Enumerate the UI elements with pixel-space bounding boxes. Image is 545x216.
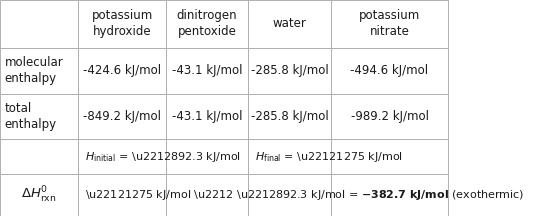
Bar	[331, 94, 448, 139]
Text: total
enthalpy: total enthalpy	[4, 102, 57, 131]
Text: potassium
nitrate: potassium nitrate	[359, 9, 420, 38]
Bar	[78, 139, 166, 174]
Bar	[0, 174, 78, 216]
Bar	[331, 0, 448, 48]
Text: potassium
hydroxide: potassium hydroxide	[92, 9, 153, 38]
Bar	[249, 94, 331, 139]
Bar	[166, 139, 249, 174]
Text: -849.2 kJ/mol: -849.2 kJ/mol	[83, 110, 161, 123]
Bar	[78, 48, 166, 94]
Bar	[78, 0, 166, 48]
Bar	[249, 139, 331, 174]
Text: -424.6 kJ/mol: -424.6 kJ/mol	[83, 64, 161, 77]
Text: dinitrogen
pentoxide: dinitrogen pentoxide	[177, 9, 238, 38]
Bar	[166, 174, 249, 216]
Text: $\it{H}_{\mathregular{final}}$ = \u22121275 kJ/mol: $\it{H}_{\mathregular{final}}$ = \u22121…	[255, 150, 403, 164]
Text: \u22121275 kJ/mol \u2212 \u2212892.3 kJ/mol = $\mathbf{-382.7\ kJ/mol}$ (exother: \u22121275 kJ/mol \u2212 \u2212892.3 kJ/…	[85, 188, 524, 202]
Bar	[78, 174, 166, 216]
Text: -43.1 kJ/mol: -43.1 kJ/mol	[172, 64, 243, 77]
Text: $\it{H}_{\mathregular{initial}}$ = \u2212892.3 kJ/mol: $\it{H}_{\mathregular{initial}}$ = \u221…	[85, 150, 241, 164]
Bar	[0, 94, 78, 139]
Bar	[249, 48, 331, 94]
Bar	[166, 94, 249, 139]
Bar	[249, 174, 331, 216]
Bar	[0, 0, 78, 48]
Text: -285.8 kJ/mol: -285.8 kJ/mol	[251, 64, 329, 77]
Bar	[331, 139, 448, 174]
Bar	[166, 48, 249, 94]
Text: molecular
enthalpy: molecular enthalpy	[4, 56, 63, 85]
Bar	[331, 174, 448, 216]
Bar	[78, 94, 166, 139]
Bar	[249, 0, 331, 48]
Text: water: water	[273, 17, 307, 30]
Bar	[0, 139, 78, 174]
Text: $\Delta \mathit{H}^{\mathregular{0}}_{\mathregular{rxn}}$: $\Delta \mathit{H}^{\mathregular{0}}_{\m…	[21, 185, 57, 205]
Text: -285.8 kJ/mol: -285.8 kJ/mol	[251, 110, 329, 123]
Bar	[166, 0, 249, 48]
Text: -43.1 kJ/mol: -43.1 kJ/mol	[172, 110, 243, 123]
Bar	[0, 48, 78, 94]
Bar	[331, 48, 448, 94]
Text: -989.2 kJ/mol: -989.2 kJ/mol	[350, 110, 428, 123]
Text: -494.6 kJ/mol: -494.6 kJ/mol	[350, 64, 428, 77]
